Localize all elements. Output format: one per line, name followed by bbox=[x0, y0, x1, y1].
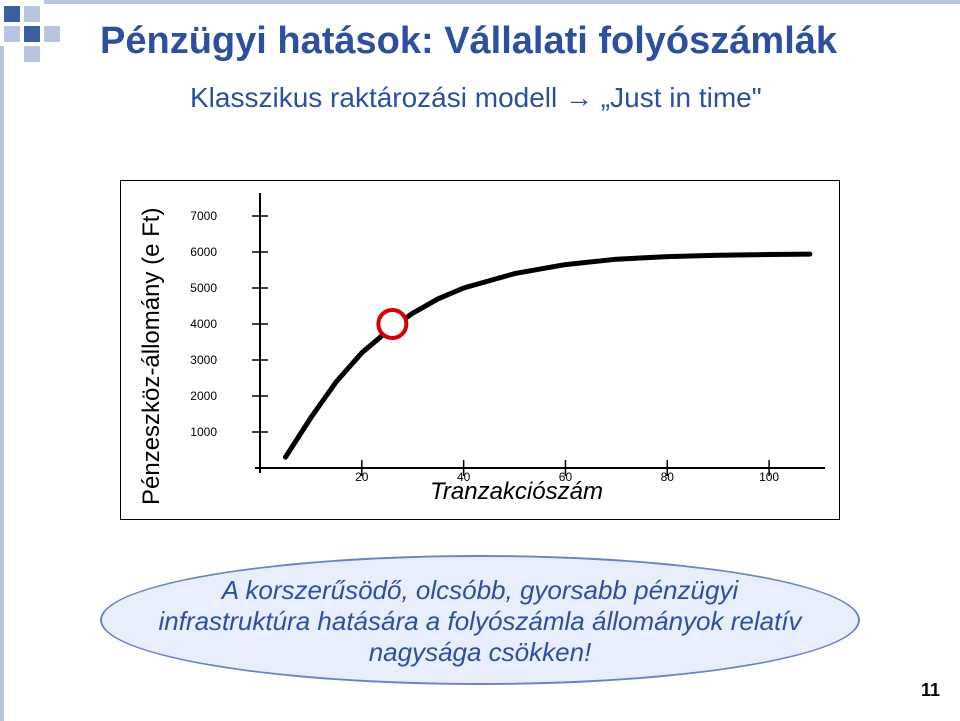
chart-ytick-label: 4000 bbox=[187, 317, 217, 331]
chart-xtick-label: 40 bbox=[449, 470, 479, 484]
chart-ytick-label: 3000 bbox=[187, 353, 217, 367]
chart-xtick-label: 80 bbox=[652, 470, 682, 484]
chart-ytick-label: 2000 bbox=[187, 389, 217, 403]
chart-xtick-label: 20 bbox=[347, 470, 377, 484]
chart-ytick-label: 6000 bbox=[187, 245, 217, 259]
callout-text: A korszerűsödő, olcsóbb, gyorsabb pénzüg… bbox=[145, 575, 815, 668]
chart-y-axis-label: Pénzeszköz-állomány (e Ft) bbox=[138, 208, 166, 505]
chart-ytick-label: 5000 bbox=[187, 281, 217, 295]
chart-ytick-label: 7000 bbox=[187, 209, 217, 223]
chart-plot bbox=[175, 188, 830, 508]
chart-xtick-label: 60 bbox=[550, 470, 580, 484]
slide-subtitle: Klasszikus raktározási modell → „Just in… bbox=[190, 82, 762, 114]
page-number: 11 bbox=[921, 680, 940, 701]
slide-title: Pénzügyi hatások: Vállalati folyószámlák bbox=[100, 20, 837, 63]
chart-ytick-label: 1000 bbox=[187, 425, 217, 439]
chart-xtick-label: 100 bbox=[754, 470, 784, 484]
